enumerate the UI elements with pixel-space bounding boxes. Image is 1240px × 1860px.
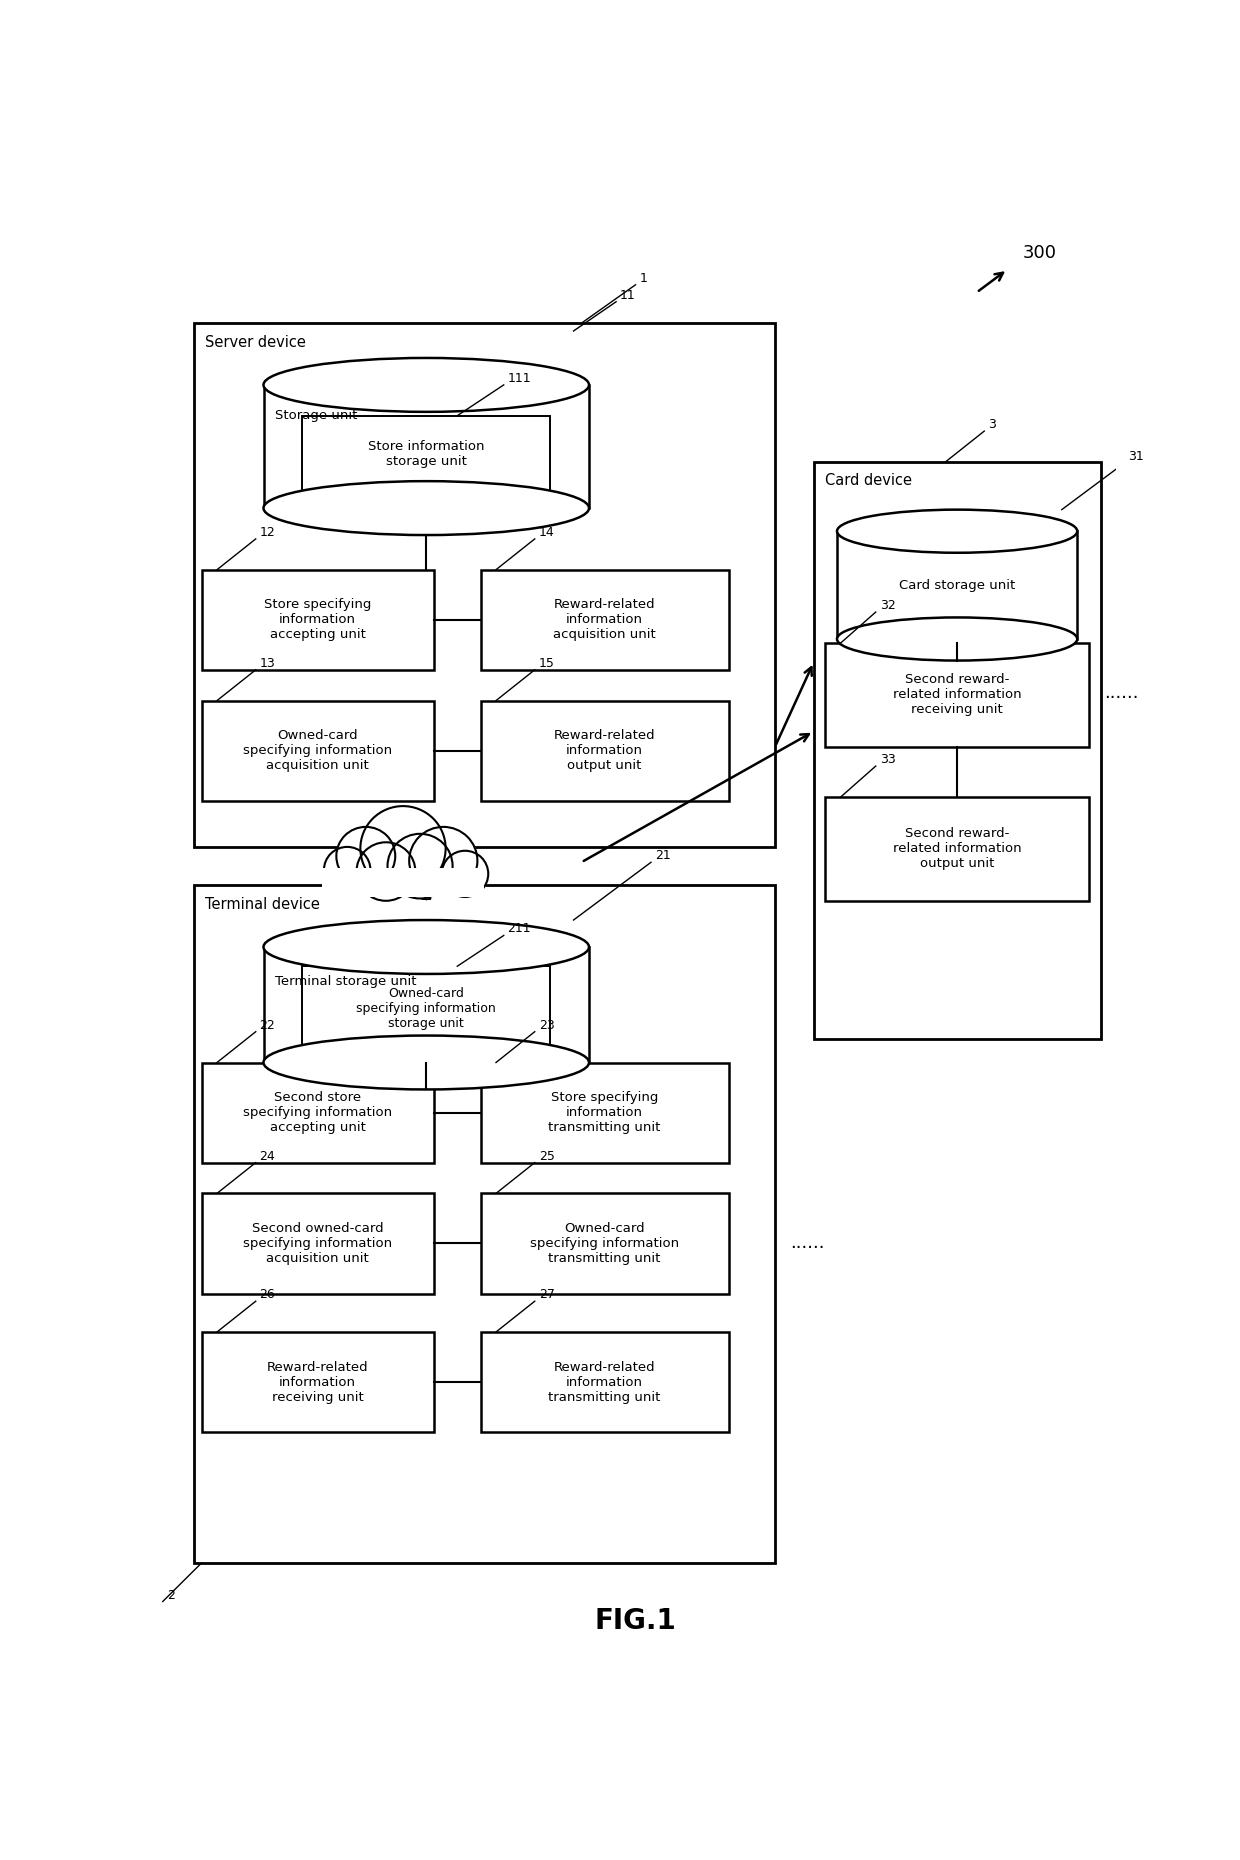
Ellipse shape — [263, 921, 589, 975]
Text: 33: 33 — [879, 753, 895, 766]
Text: Second store
specifying information
accepting unit: Second store specifying information acce… — [243, 1092, 392, 1135]
Text: 211: 211 — [507, 923, 531, 936]
Text: FIG.1: FIG.1 — [595, 1607, 676, 1635]
Bar — [263, 947, 589, 1062]
Bar — [481, 1194, 729, 1293]
Text: 300: 300 — [1023, 244, 1056, 262]
Text: ......: ...... — [791, 1235, 825, 1252]
Circle shape — [361, 805, 445, 891]
Text: 24: 24 — [259, 1149, 275, 1162]
Bar — [263, 385, 589, 508]
Text: 26: 26 — [259, 1289, 275, 1302]
Text: Card device: Card device — [826, 474, 913, 489]
Text: 21: 21 — [655, 850, 671, 863]
Bar — [201, 1062, 434, 1162]
Bar — [826, 796, 1089, 900]
Text: 25: 25 — [538, 1149, 554, 1162]
Text: 14: 14 — [538, 526, 554, 539]
Text: 3: 3 — [988, 418, 996, 432]
Text: 31: 31 — [1127, 450, 1143, 463]
Ellipse shape — [263, 482, 589, 536]
Text: Card storage unit: Card storage unit — [899, 578, 1016, 591]
Ellipse shape — [837, 618, 1078, 660]
Text: 1: 1 — [640, 272, 647, 285]
Ellipse shape — [263, 357, 589, 411]
Text: Reward-related
information
output unit: Reward-related information output unit — [554, 729, 655, 772]
Text: Storage unit: Storage unit — [275, 409, 357, 422]
Bar — [201, 1332, 434, 1432]
Text: 23: 23 — [538, 1019, 554, 1032]
Bar — [813, 461, 1101, 1040]
Circle shape — [409, 828, 477, 895]
Text: Reward-related
information
transmitting unit: Reward-related information transmitting … — [548, 1360, 661, 1404]
Text: 32: 32 — [879, 599, 895, 612]
Ellipse shape — [263, 1036, 589, 1090]
Text: Store specifying
information
transmitting unit: Store specifying information transmittin… — [548, 1092, 661, 1135]
Bar — [193, 324, 775, 846]
Text: Owned-card
specifying information
transmitting unit: Owned-card specifying information transm… — [529, 1222, 680, 1265]
Bar — [321, 867, 485, 897]
Text: Reward-related
information
acquisition unit: Reward-related information acquisition u… — [553, 599, 656, 642]
Ellipse shape — [837, 510, 1078, 552]
Text: 11: 11 — [620, 288, 636, 301]
Bar — [481, 701, 729, 800]
Text: Second reward-
related information
output unit: Second reward- related information outpu… — [893, 828, 1022, 870]
Bar — [201, 569, 434, 670]
Text: Owned-card
specifying information
acquisition unit: Owned-card specifying information acquis… — [243, 729, 392, 772]
Text: 22: 22 — [259, 1019, 275, 1032]
Text: Second owned-card
specifying information
acquisition unit: Second owned-card specifying information… — [243, 1222, 392, 1265]
Bar — [481, 1332, 729, 1432]
Text: Store information
storage unit: Store information storage unit — [368, 441, 485, 469]
Text: ......: ...... — [1105, 684, 1138, 701]
Bar — [481, 569, 729, 670]
Bar — [303, 415, 551, 493]
Text: Terminal device: Terminal device — [206, 897, 320, 911]
Bar — [837, 532, 1078, 640]
Text: 15: 15 — [538, 657, 554, 670]
Text: Server device: Server device — [206, 335, 306, 350]
Circle shape — [387, 833, 453, 898]
Circle shape — [441, 850, 489, 897]
Bar — [826, 644, 1089, 748]
Text: Owned-card
specifying information
storage unit: Owned-card specifying information storag… — [356, 988, 496, 1030]
Text: Terminal storage unit: Terminal storage unit — [275, 975, 417, 988]
Text: Store specifying
information
accepting unit: Store specifying information accepting u… — [264, 599, 372, 642]
Circle shape — [336, 828, 396, 885]
Text: 13: 13 — [259, 657, 275, 670]
Circle shape — [324, 846, 371, 893]
Bar — [201, 701, 434, 800]
Text: 2: 2 — [166, 1588, 175, 1601]
Text: Reward-related
information
receiving unit: Reward-related information receiving uni… — [267, 1360, 368, 1404]
Circle shape — [357, 843, 415, 900]
Text: Second reward-
related information
receiving unit: Second reward- related information recei… — [893, 673, 1022, 716]
Text: 12: 12 — [259, 526, 275, 539]
Text: 111: 111 — [507, 372, 531, 385]
Bar — [303, 965, 551, 1051]
Text: 27: 27 — [538, 1289, 554, 1302]
Bar — [201, 1194, 434, 1293]
Bar — [193, 885, 775, 1562]
Bar — [481, 1062, 729, 1162]
